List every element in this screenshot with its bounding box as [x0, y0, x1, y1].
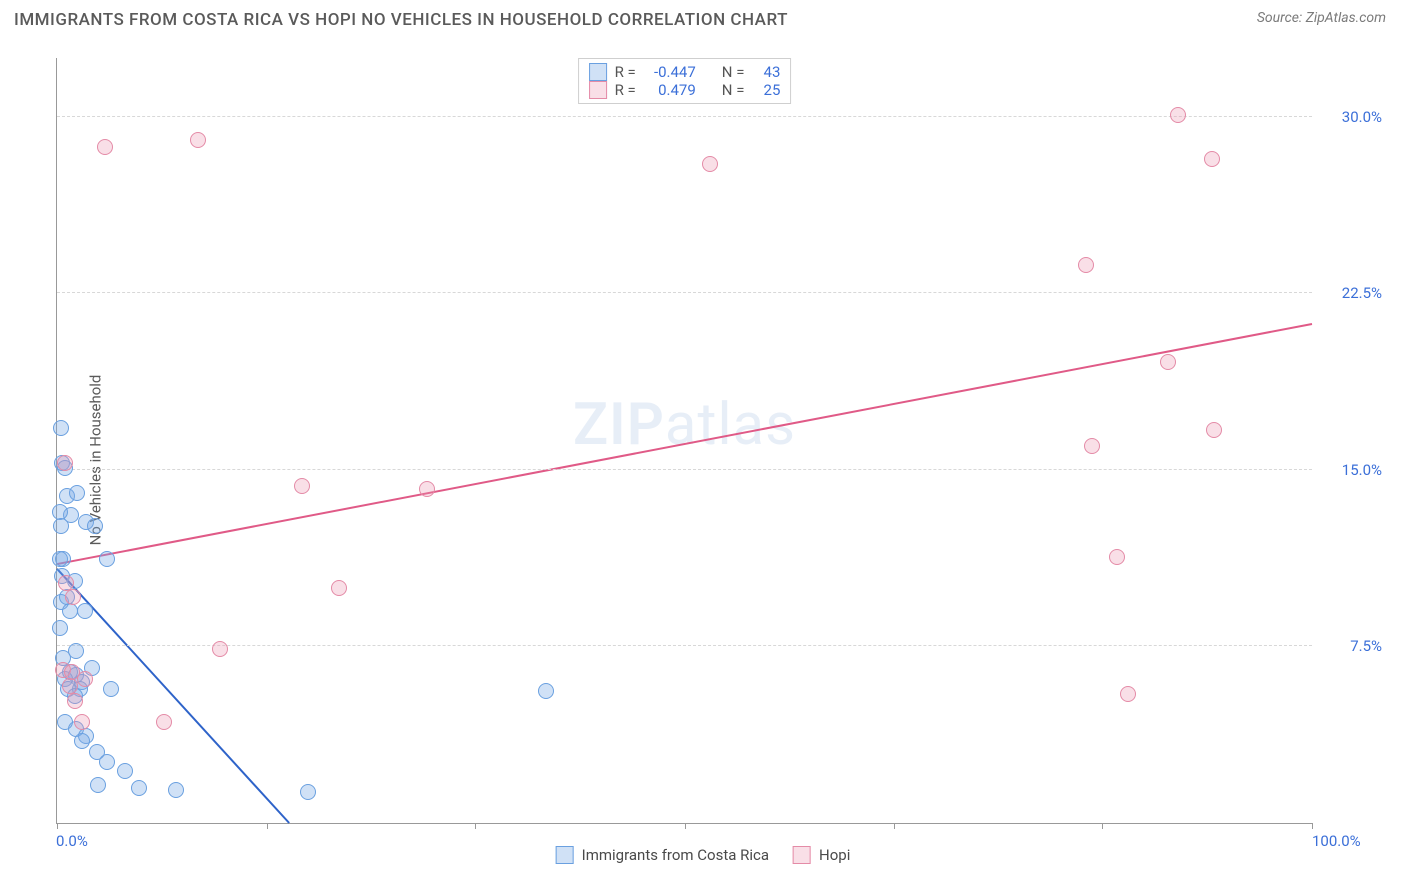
r-value-series2: 0.479 — [644, 81, 696, 99]
legend-swatch-series2 — [589, 81, 607, 99]
data-point — [74, 714, 90, 730]
data-point — [67, 693, 83, 709]
plot-area: R = -0.447 N = 43 R = 0.479 N = 25 ZIPat… — [56, 58, 1312, 824]
legend-row-series2: R = 0.479 N = 25 — [589, 81, 781, 99]
data-point — [53, 420, 69, 436]
correlation-legend: R = -0.447 N = 43 R = 0.479 N = 25 — [578, 58, 792, 104]
data-point — [300, 784, 316, 800]
data-point — [1170, 107, 1186, 123]
legend-item-series1: Immigrants from Costa Rica — [556, 846, 769, 864]
data-point — [69, 485, 85, 501]
data-point — [131, 780, 147, 796]
data-point — [62, 603, 78, 619]
legend-label-series1: Immigrants from Costa Rica — [582, 846, 769, 864]
x-tick — [1102, 823, 1103, 829]
data-point — [77, 671, 93, 687]
x-tick — [685, 823, 686, 829]
legend-item-series2: Hopi — [793, 846, 850, 864]
data-point — [1204, 151, 1220, 167]
data-point — [294, 478, 310, 494]
gridline — [57, 292, 1312, 293]
chart-title: IMMIGRANTS FROM COSTA RICA VS HOPI NO VE… — [14, 10, 788, 30]
data-point — [156, 714, 172, 730]
y-tick-label: 7.5% — [1320, 637, 1382, 655]
data-point — [117, 763, 133, 779]
data-point — [1206, 422, 1222, 438]
data-point — [1160, 354, 1176, 370]
n-label: N = — [722, 81, 745, 99]
data-point — [702, 156, 718, 172]
data-point — [1084, 438, 1100, 454]
gridline — [57, 645, 1312, 646]
x-tick — [57, 823, 58, 829]
x-max-label: 100.0% — [1312, 832, 1361, 850]
legend-swatch-series1 — [589, 63, 607, 81]
data-point — [74, 733, 90, 749]
data-point — [168, 782, 184, 798]
x-tick — [475, 823, 476, 829]
x-tick — [1312, 823, 1313, 829]
series-legend: Immigrants from Costa Rica Hopi — [556, 846, 851, 864]
n-label: N = — [722, 63, 745, 81]
data-point — [99, 754, 115, 770]
y-tick-label: 22.5% — [1320, 284, 1382, 302]
data-point — [90, 777, 106, 793]
legend-label-series2: Hopi — [819, 846, 850, 864]
data-point — [538, 683, 554, 699]
data-point — [53, 518, 69, 534]
gridline — [57, 116, 1312, 117]
legend-row-series1: R = -0.447 N = 43 — [589, 63, 781, 81]
data-point — [99, 551, 115, 567]
gridline — [57, 469, 1312, 470]
y-tick-label: 30.0% — [1320, 108, 1382, 126]
n-value-series1: 43 — [752, 63, 780, 81]
y-tick-label: 15.0% — [1320, 461, 1382, 479]
data-point — [97, 139, 113, 155]
data-point — [87, 518, 103, 534]
data-point — [1120, 686, 1136, 702]
n-value-series2: 25 — [752, 81, 780, 99]
data-point — [77, 603, 93, 619]
source-label: Source: ZipAtlas.com — [1257, 10, 1386, 26]
data-point — [190, 132, 206, 148]
data-point — [419, 481, 435, 497]
trend-line — [57, 324, 1312, 564]
legend-swatch-series1 — [556, 846, 574, 864]
legend-swatch-series2 — [793, 846, 811, 864]
trend-lines — [57, 58, 1312, 823]
data-point — [1078, 257, 1094, 273]
x-min-label: 0.0% — [56, 832, 88, 850]
data-point — [331, 580, 347, 596]
r-label: R = — [615, 81, 636, 99]
x-tick — [894, 823, 895, 829]
chart-container: No Vehicles in Household R = -0.447 N = … — [14, 46, 1392, 874]
data-point — [65, 589, 81, 605]
x-tick — [267, 823, 268, 829]
data-point — [52, 551, 68, 567]
data-point — [1109, 549, 1125, 565]
data-point — [52, 620, 68, 636]
data-point — [57, 455, 73, 471]
r-value-series1: -0.447 — [644, 63, 696, 81]
r-label: R = — [615, 63, 636, 81]
data-point — [103, 681, 119, 697]
watermark: ZIPatlas — [573, 391, 796, 459]
data-point — [212, 641, 228, 657]
